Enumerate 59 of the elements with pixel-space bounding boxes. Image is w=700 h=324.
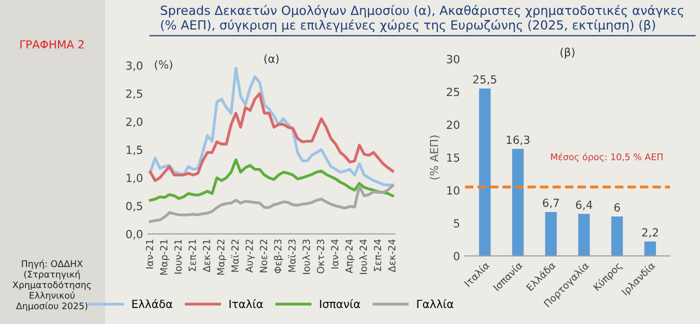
legend-label: Ελλάδα bbox=[132, 299, 172, 308]
x-tick-label: Σεπ-21 bbox=[188, 240, 196, 271]
x-tick-label: Σεπ-24 bbox=[374, 239, 382, 271]
y-tick-label: 30 bbox=[446, 54, 460, 64]
x-tick-label: Μαρ-22 bbox=[217, 240, 226, 275]
text: Spreads Δεκαετών Ομολόγων Δημοσίου (α), Ακαθάριστες χρηματοδοτικές ανάγκες (% ΑΕΠ), σύγκριση με επιλεγμένες χώρες της Ευρωζώνης (2025, εκτίμηση) (β) bbox=[160, 4, 684, 32]
data-label: 6,7 bbox=[542, 198, 559, 208]
x-tick-label: Ιουν-21 bbox=[174, 240, 182, 274]
y-tick-label: 10 bbox=[447, 186, 460, 195]
data-label: 6,4 bbox=[576, 200, 592, 210]
line-series bbox=[148, 184, 394, 223]
text: Πηγή: ΟΔΔΗΧ (Στρατηγική Χρηματοδότησης Ελληνικού Δημοσίου 2025) bbox=[12, 260, 91, 312]
chart-subtitle: (α) bbox=[264, 54, 279, 64]
x-tick-label: Φεβ-23 bbox=[274, 240, 284, 274]
y-tick-label: 5 bbox=[454, 219, 460, 228]
y-tick-label: 1,5 bbox=[126, 146, 142, 156]
x-tick-label: Αυγ-22 bbox=[246, 240, 255, 273]
x-tick-label: Μαρ-21 bbox=[160, 240, 170, 275]
y-tick-label: 1,0 bbox=[126, 174, 142, 184]
y-tick-label: 20 bbox=[446, 120, 460, 130]
y-tick-label: 2,0 bbox=[126, 118, 142, 128]
y-axis-title: (%) bbox=[154, 60, 172, 70]
y-tick-label: 0 bbox=[454, 252, 460, 260]
x-tick-label: Δεκ-24 bbox=[388, 239, 396, 272]
text: ΓΡΑΦΗΜΑ 2 bbox=[20, 40, 84, 48]
x-tick-label: Ιαν-24 bbox=[331, 239, 338, 268]
line-series bbox=[148, 92, 394, 182]
x-tick-label: Απρ-24 bbox=[345, 239, 355, 274]
legend-label: Ιταλία bbox=[230, 299, 263, 308]
y-tick-label: 0,5 bbox=[126, 202, 142, 212]
line-series bbox=[148, 158, 394, 202]
bar bbox=[578, 214, 590, 256]
data-label: 16,3 bbox=[506, 136, 530, 146]
legend-label: Ισπανία bbox=[320, 299, 360, 308]
y-tick-label: 25 bbox=[446, 88, 460, 96]
x-tick-label: Οκτ-23 bbox=[316, 240, 324, 274]
y-tick-label: 2,5 bbox=[126, 90, 142, 100]
bar bbox=[611, 216, 623, 256]
legend-label: Γαλλία bbox=[417, 299, 454, 308]
x-tick-label: Μαϊ-23 bbox=[288, 240, 296, 272]
x-tick-label: Ιουλ-24 bbox=[359, 239, 367, 274]
chart-title: (β) bbox=[560, 48, 574, 58]
x-tick-label: Νοε-22 bbox=[260, 240, 268, 272]
y-axis-title: (% ΑΕΠ) bbox=[430, 136, 440, 180]
x-tick-label: Ιαν-21 bbox=[146, 240, 154, 268]
bar bbox=[545, 212, 557, 256]
y-tick-label: 3,0 bbox=[126, 61, 142, 71]
x-tick-label: Ιουλ-23 bbox=[302, 240, 310, 274]
y-tick-label: 15 bbox=[447, 154, 460, 162]
data-label: 25,5 bbox=[473, 75, 496, 85]
ref-line-label: Μέσος όρος: 10,5 % ΑΕΠ bbox=[551, 152, 662, 162]
bar bbox=[512, 148, 524, 256]
y-tick-label: 0,0 bbox=[126, 230, 142, 240]
data-label: 6 bbox=[614, 203, 620, 212]
x-tick-label: Δεκ-21 bbox=[202, 240, 210, 272]
bar bbox=[644, 242, 656, 256]
x-tick-label: Μαϊ-22 bbox=[231, 240, 239, 272]
data-label: 2,2 bbox=[642, 228, 658, 238]
bar bbox=[479, 88, 491, 256]
